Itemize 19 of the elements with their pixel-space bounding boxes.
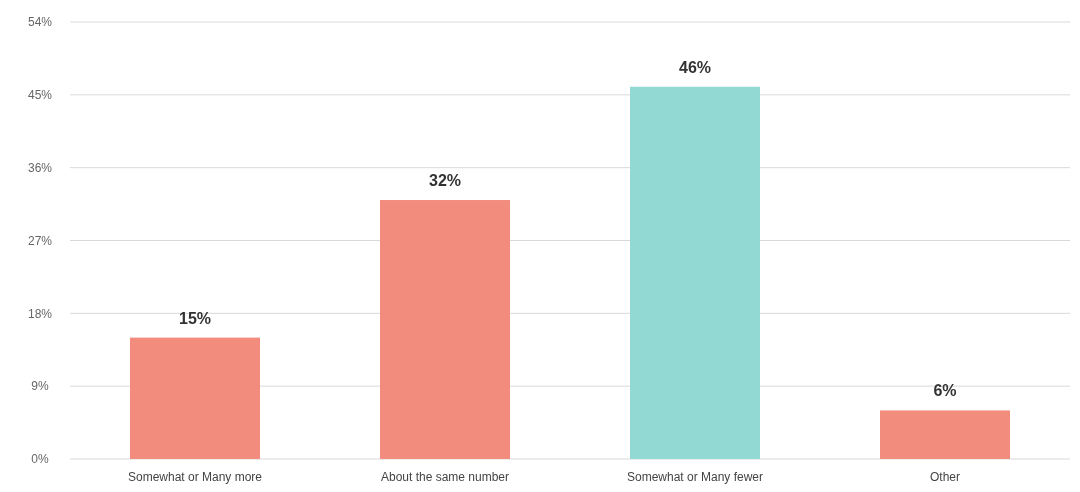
data-label: 32% bbox=[428, 172, 462, 190]
bar bbox=[880, 410, 1010, 459]
y-tick-label: 36% bbox=[27, 160, 53, 175]
bar bbox=[130, 337, 260, 459]
y-tick-label: 18% bbox=[27, 306, 53, 321]
y-tick-label: 9% bbox=[31, 379, 49, 394]
y-tick-label: 0% bbox=[31, 452, 49, 467]
data-label: 6% bbox=[933, 382, 957, 400]
bar bbox=[630, 86, 760, 459]
y-tick-label: 45% bbox=[27, 88, 53, 103]
y-tick-label: 54% bbox=[27, 15, 53, 30]
bar bbox=[380, 200, 510, 459]
data-label: 15% bbox=[178, 309, 212, 327]
x-tick-label: Other bbox=[929, 470, 961, 484]
x-tick-label: Somewhat or Many fewer bbox=[626, 470, 764, 484]
x-tick-label: Somewhat or Many more bbox=[127, 470, 263, 484]
data-label: 46% bbox=[678, 58, 712, 76]
x-tick-label: About the same number bbox=[380, 470, 510, 484]
y-tick-label: 27% bbox=[27, 233, 53, 248]
